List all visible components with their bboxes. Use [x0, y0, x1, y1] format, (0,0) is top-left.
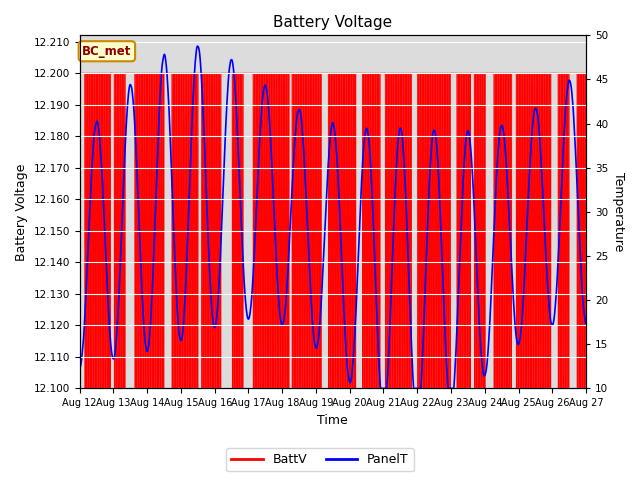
X-axis label: Time: Time: [317, 414, 348, 427]
BattV: [81, 385, 88, 391]
Y-axis label: Battery Voltage: Battery Voltage: [15, 163, 28, 261]
BattV: [102, 70, 110, 76]
BattV: [490, 70, 497, 76]
Text: BC_met: BC_met: [82, 45, 132, 58]
PanelT: [194, 43, 202, 49]
PanelT: [102, 259, 110, 265]
PanelT: [582, 321, 590, 326]
PanelT: [483, 364, 490, 370]
Title: Battery Voltage: Battery Voltage: [273, 15, 392, 30]
PanelT: [470, 203, 478, 209]
BattV: [399, 385, 407, 391]
Line: PanelT: PanelT: [79, 46, 586, 388]
PanelT: [399, 143, 407, 149]
BattV: [470, 70, 478, 76]
BattV: [76, 70, 83, 76]
BattV: [483, 70, 490, 76]
Legend: BattV, PanelT: BattV, PanelT: [227, 448, 413, 471]
PanelT: [376, 385, 384, 391]
Y-axis label: Temperature: Temperature: [612, 172, 625, 252]
Line: BattV: BattV: [79, 73, 586, 388]
PanelT: [76, 365, 83, 371]
BattV: [582, 385, 590, 391]
BattV: [456, 385, 464, 391]
PanelT: [490, 237, 497, 242]
PanelT: [456, 241, 464, 247]
